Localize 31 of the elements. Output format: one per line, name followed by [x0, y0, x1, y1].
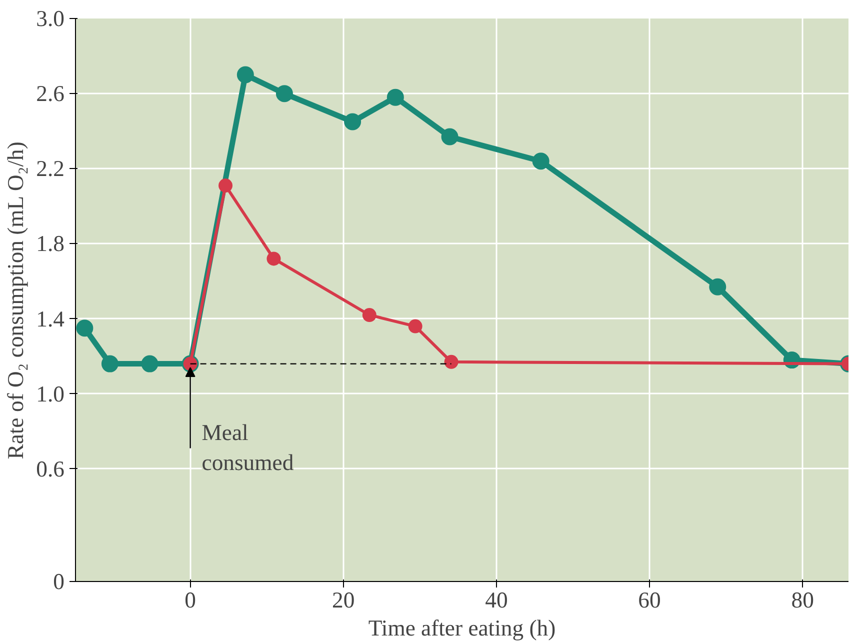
point [276, 85, 293, 102]
point [709, 278, 726, 296]
x-tick-label: 80 [791, 588, 814, 612]
point [386, 88, 404, 106]
y-tick-label: 0.6 [36, 456, 65, 482]
y-tick-label: 1.0 [36, 381, 65, 406]
y-axis-title: Rate of O₂ consumption (mL O₂/h) [3, 142, 28, 460]
point [266, 252, 281, 266]
y-tick-label: 1.8 [36, 231, 65, 256]
point [532, 152, 550, 170]
point [76, 320, 94, 337]
point [441, 128, 458, 146]
point [408, 319, 422, 334]
x-tick-label: 20 [332, 588, 355, 612]
x-tick-label: 0 [184, 588, 196, 612]
point [101, 355, 118, 372]
point [218, 178, 233, 193]
x-tick-label: 60 [638, 588, 661, 612]
y-tick-label: 3.0 [36, 6, 65, 31]
point [141, 355, 158, 372]
x-tick-label: 40 [485, 588, 508, 612]
point [362, 308, 376, 322]
y-tick-label: 2.6 [36, 81, 65, 106]
x-axis-title: Time after eating (h) [368, 616, 556, 640]
annotation: Meal consumed [202, 420, 294, 476]
y-tick-label: 1.4 [36, 306, 65, 332]
point [236, 66, 254, 84]
point [444, 354, 458, 369]
y-tick-label: 2.2 [36, 156, 65, 182]
y-tick-label: 0 [53, 569, 64, 594]
point [344, 113, 362, 130]
